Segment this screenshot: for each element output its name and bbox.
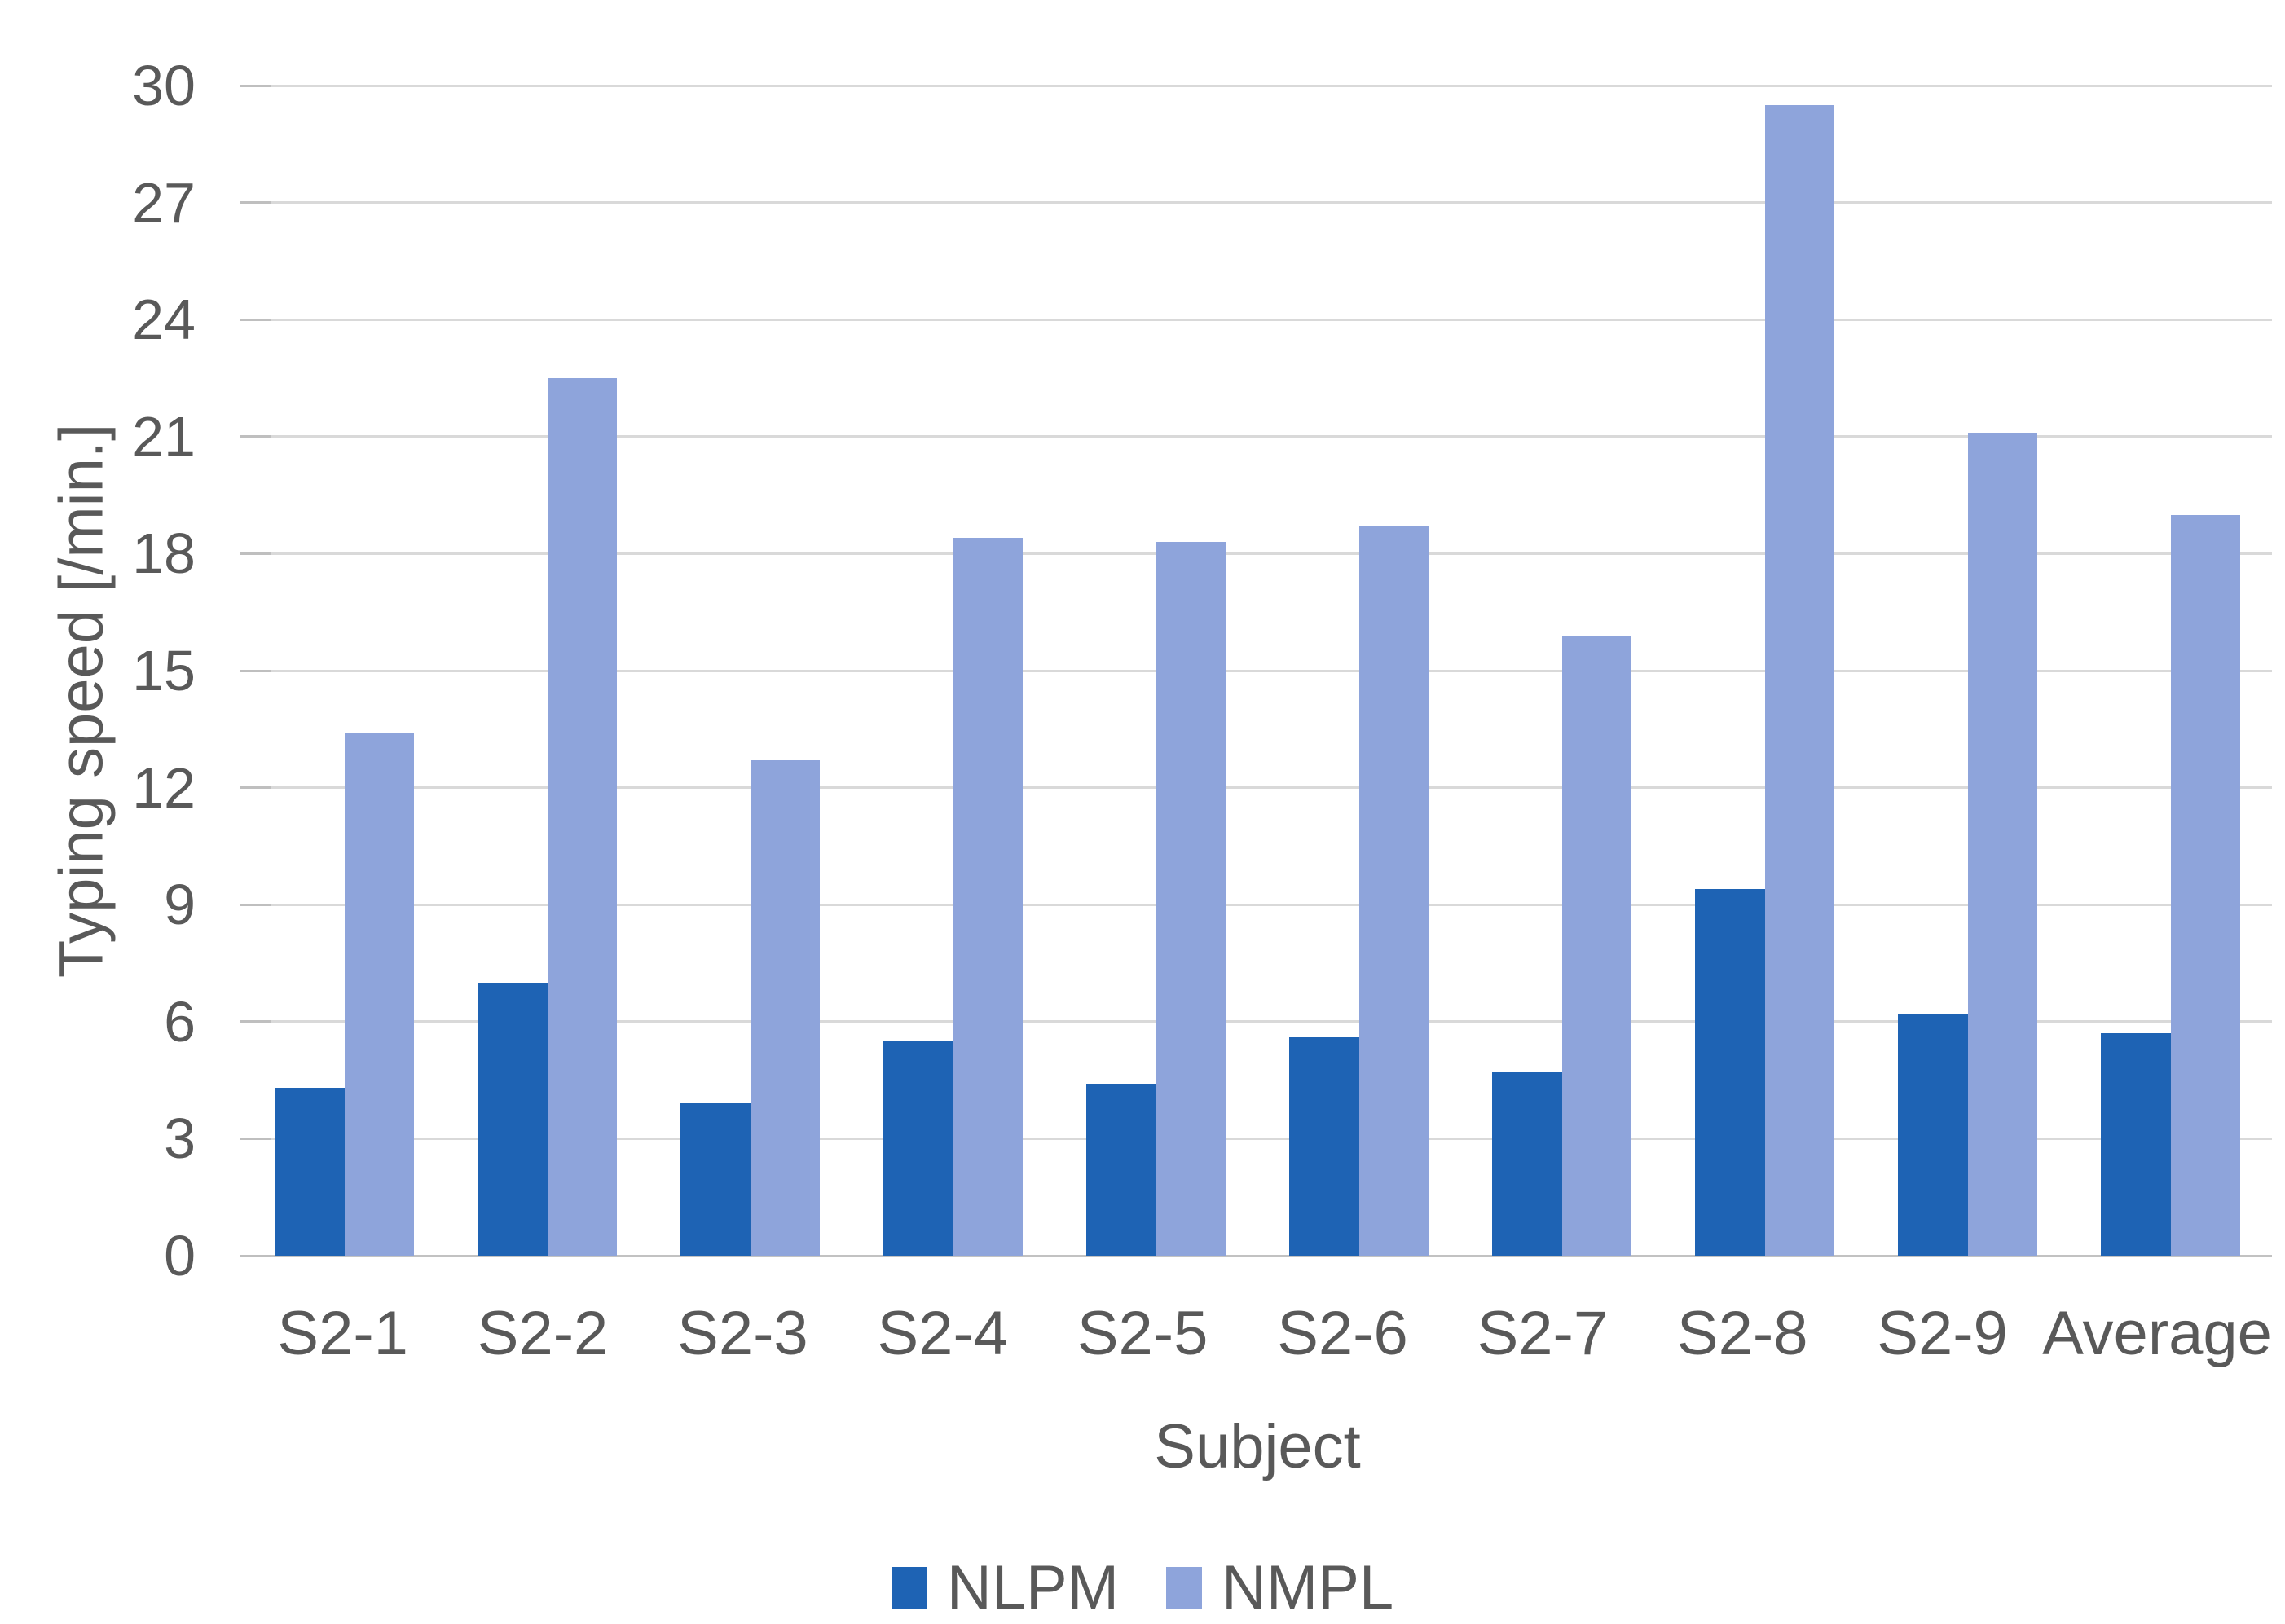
- category-label-s2-5: S2-5: [1076, 1299, 1209, 1368]
- y-tick-label-9: 9: [164, 873, 196, 937]
- bar-nlpm-average: [2100, 1033, 2171, 1256]
- gridline-y-18: [243, 552, 2272, 555]
- bar-nmpl-s2-6: [1358, 526, 1429, 1256]
- category-label-s2-7: S2-7: [1477, 1299, 1609, 1368]
- category-label-s2-3: S2-3: [677, 1299, 808, 1368]
- gridline-y-21: [243, 435, 2272, 438]
- legend-label-nmpl: NMPL: [1222, 1553, 1394, 1622]
- y-tick-label-3: 3: [164, 1107, 196, 1171]
- y-tick-label-21: 21: [132, 404, 196, 469]
- bar-nlpm-s2-5: [1085, 1084, 1156, 1256]
- y-tick-mark-27: [240, 201, 271, 205]
- gridline-y-0: [243, 1254, 2272, 1257]
- gridline-y-27: [243, 201, 2272, 205]
- bar-groups: [243, 86, 2272, 1256]
- legend: NLPM NMPL: [0, 1552, 2285, 1623]
- y-tick-mark-0: [240, 1254, 271, 1257]
- y-tick-label-6: 6: [164, 989, 196, 1054]
- bar-group-s2-9: [1866, 86, 2069, 1256]
- bar-group-average: [2069, 86, 2272, 1256]
- category-label-s2-9: S2-9: [1877, 1299, 2008, 1368]
- y-tick-label-18: 18: [132, 522, 196, 586]
- bar-group-s2-6: [1257, 86, 1460, 1256]
- bar-nlpm-s2-4: [883, 1041, 953, 1256]
- y-tick-label-15: 15: [132, 639, 196, 702]
- legend-swatch-nlpm: [891, 1566, 927, 1609]
- y-tick-label-12: 12: [132, 755, 196, 820]
- legend-swatch-nmpl: [1166, 1566, 1202, 1609]
- category-label-s2-1: S2-1: [277, 1299, 408, 1368]
- category-label-s2-2: S2-2: [477, 1299, 609, 1368]
- y-tick-mark-30: [240, 84, 271, 87]
- category-label-s2-6: S2-6: [1277, 1299, 1408, 1368]
- category-label-average: Average: [2042, 1299, 2272, 1368]
- bar-group-s2-5: [1054, 86, 1257, 1256]
- y-tick-mark-12: [240, 786, 271, 790]
- legend-item-nmpl: NMPL: [1166, 1552, 1393, 1623]
- bar-nmpl-s2-2: [547, 378, 618, 1256]
- y-tick-label-30: 30: [132, 54, 196, 117]
- bar-nmpl-s2-5: [1156, 542, 1226, 1256]
- y-tick-mark-18: [240, 552, 271, 555]
- bar-nlpm-s2-8: [1694, 889, 1765, 1256]
- gridline-y-6: [243, 1020, 2272, 1023]
- bar-group-s2-7: [1460, 86, 1663, 1256]
- bar-nmpl-s2-9: [1967, 433, 2038, 1256]
- bar-nlpm-s2-3: [680, 1103, 751, 1256]
- category-label-s2-4: S2-4: [877, 1299, 1009, 1368]
- bar-nlpm-s2-2: [477, 982, 548, 1256]
- y-tick-mark-6: [240, 1020, 271, 1023]
- bar-nmpl-s2-7: [1561, 635, 1632, 1256]
- gridline-y-12: [243, 786, 2272, 790]
- bar-nlpm-s2-6: [1288, 1036, 1359, 1256]
- y-tick-mark-3: [240, 1137, 271, 1140]
- bar-nmpl-s2-4: [953, 538, 1024, 1256]
- y-tick-labels: 0 3 6 9 12 15 18 21 24 27 30: [16, 56, 196, 1285]
- bar-group-s2-4: [852, 86, 1054, 1256]
- gridline-y-30: [243, 84, 2272, 87]
- gridline-y-3: [243, 1137, 2272, 1140]
- y-tick-mark-21: [240, 435, 271, 438]
- legend-item-nlpm: NLPM: [891, 1552, 1119, 1623]
- y-tick-label-0: 0: [164, 1224, 196, 1287]
- bar-group-s2-8: [1663, 86, 1866, 1256]
- gridline-y-24: [243, 318, 2272, 321]
- gridline-y-9: [243, 903, 2272, 906]
- x-axis-title: Subject: [1154, 1412, 1361, 1481]
- legend-label-nlpm: NLPM: [946, 1553, 1119, 1622]
- bar-nlpm-s2-1: [274, 1088, 345, 1256]
- bar-nmpl-s2-8: [1764, 104, 1835, 1256]
- bar-nmpl-average: [2170, 514, 2241, 1256]
- plot-area: 0 3 6 9 12 15 18 21 24 27 30 S2-1 S2-2 S2-3 S2-4 S2-5 S…: [132, 56, 2272, 1368]
- gridline-y-15: [243, 669, 2272, 672]
- bar-group-s2-3: [649, 86, 852, 1256]
- category-labels: S2-1 S2-2 S2-3 S2-4 S2-5 S2-6 S2-7 S2-8 S2-9 Aver…: [243, 1298, 2272, 1369]
- bar-group-s2-1: [243, 86, 446, 1256]
- y-tick-mark-15: [240, 669, 271, 672]
- y-tick-mark-24: [240, 318, 271, 321]
- y-tick-mark-9: [240, 903, 271, 906]
- bar-nmpl-s2-1: [344, 733, 415, 1256]
- bar-group-s2-2: [446, 86, 649, 1256]
- category-label-s2-8: S2-8: [1676, 1299, 1808, 1368]
- bar-nlpm-s2-7: [1491, 1072, 1562, 1256]
- bar-nmpl-s2-3: [750, 760, 821, 1256]
- y-tick-label-27: 27: [132, 170, 196, 235]
- y-tick-label-24: 24: [132, 288, 196, 352]
- bar-nlpm-s2-9: [1897, 1014, 1968, 1256]
